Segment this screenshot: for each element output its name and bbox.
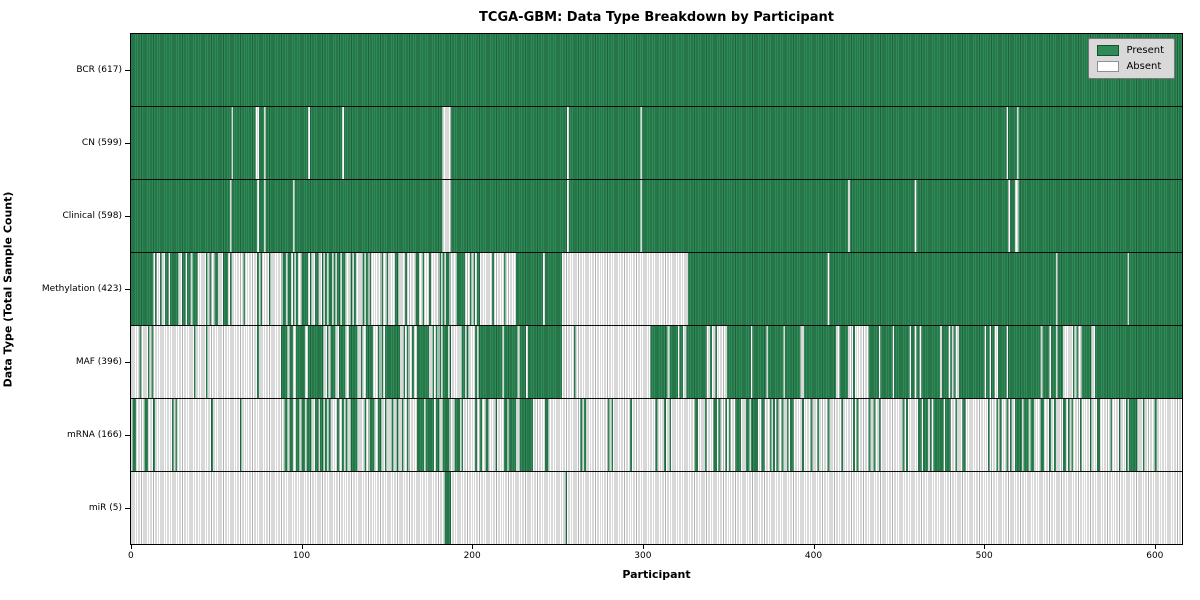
heatmap-row-mrna <box>131 399 1182 472</box>
heatmap-row-maf <box>131 326 1182 399</box>
x-axis-title: Participant <box>622 568 691 581</box>
xtick-mark <box>130 545 132 549</box>
ytick-label-bcr: BCR (617) <box>76 64 122 75</box>
heatmap-row-clinical <box>131 180 1182 253</box>
heatmap-row-bcr <box>131 34 1182 107</box>
legend-entry-absent: Absent <box>1097 61 1164 72</box>
ytick-label-methylation: Methylation (423) <box>41 284 122 294</box>
legend-entry-present: Present <box>1097 45 1164 56</box>
ytick-mark <box>125 289 130 290</box>
xtick-label-200: 200 <box>463 551 481 561</box>
y-axis-title: Data Type (Total Sample Count) <box>1 191 15 388</box>
ytick-mark <box>125 142 130 144</box>
ytick-label-maf: MAF (396) <box>75 357 122 368</box>
heatmap-row-cn <box>131 107 1182 180</box>
xtick-label-500: 500 <box>975 551 993 561</box>
xtick-mark <box>984 545 986 549</box>
legend-swatch-icon <box>1097 45 1120 56</box>
xtick-mark <box>301 545 303 549</box>
xtick-mark <box>642 545 644 549</box>
legend-swatch-icon <box>1097 61 1120 72</box>
xtick-label-300: 300 <box>634 551 652 561</box>
chart-title: TCGA-GBM: Data Type Breakdown by Partici… <box>479 10 834 25</box>
ytick-mark <box>125 215 130 217</box>
ytick-label-mrna: mRNA (166) <box>67 430 122 441</box>
legend-label: Absent <box>1126 61 1162 72</box>
xtick-mark <box>1154 545 1156 549</box>
ytick-mark <box>125 69 130 71</box>
xtick-label-0: 0 <box>127 551 134 561</box>
plot-area <box>130 33 1183 545</box>
legend-label: Present <box>1126 45 1164 56</box>
ytick-mark <box>125 435 130 437</box>
ytick-mark <box>125 362 130 364</box>
ytick-mark <box>125 508 130 510</box>
heatmap-row-methylation <box>131 253 1182 326</box>
xtick-label-100: 100 <box>292 551 311 561</box>
ytick-label-cn: CN (599) <box>81 137 122 148</box>
ytick-label-clinical: Clinical (598) <box>62 210 122 221</box>
xtick-label-600: 600 <box>1146 551 1164 561</box>
xtick-mark <box>472 545 474 549</box>
heatmap-row-mir <box>131 472 1182 544</box>
xtick-label-400: 400 <box>804 551 823 561</box>
ytick-label-mir: miR (5) <box>88 503 122 514</box>
xtick-mark <box>813 545 815 549</box>
legend: Present Absent <box>1088 38 1175 79</box>
